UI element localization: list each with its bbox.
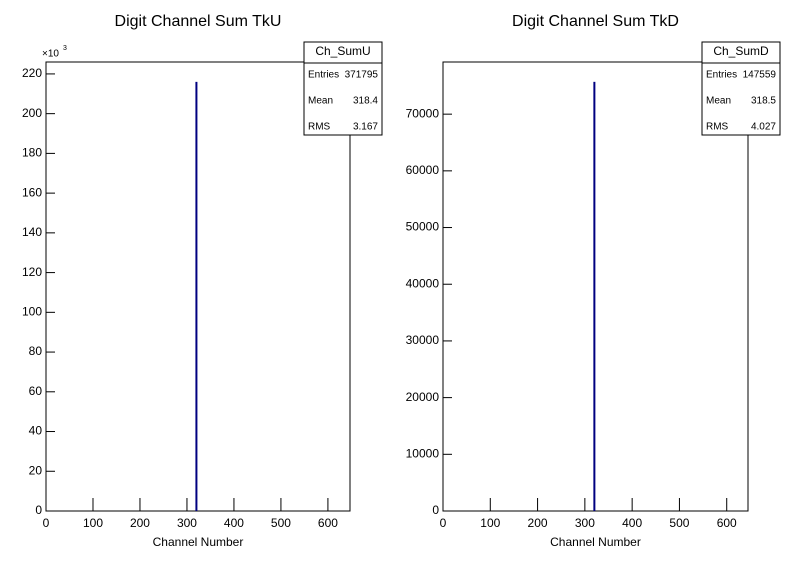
y-tick-label: 30000	[406, 333, 440, 347]
x-tick-label: 400	[622, 516, 642, 530]
stats-label: Entries	[706, 70, 737, 81]
stats-label: RMS	[706, 122, 729, 133]
x-tick-label: 600	[717, 516, 737, 530]
stats-label: Mean	[308, 96, 333, 107]
y-tick-label: 60000	[406, 163, 440, 177]
y-tick-label: 160	[22, 185, 42, 199]
y-tick-label: 20000	[406, 390, 440, 404]
frame	[45, 61, 351, 512]
y-tick-label: 20	[29, 463, 43, 477]
stats-value: 318.5	[751, 96, 776, 107]
y-tick-label: 40000	[406, 276, 440, 290]
y-tick-label: 180	[22, 146, 42, 160]
stats-value: 4.027	[751, 122, 776, 133]
stats-label: Mean	[706, 96, 731, 107]
y-tick-label: 100	[22, 304, 42, 318]
y-multiplier-exponent: 3	[63, 45, 67, 52]
y-tick-label: 50000	[406, 220, 440, 234]
stats-title: Ch_SumD	[713, 44, 769, 58]
y-tick-label: 60	[29, 384, 43, 398]
x-tick-label: 100	[83, 516, 103, 530]
y-tick-label: 70000	[406, 106, 440, 120]
frame	[442, 61, 749, 512]
x-tick-label: 500	[669, 516, 689, 530]
stats-value: 3.167	[353, 122, 378, 133]
chart-title: Digit Channel Sum TkU	[115, 13, 282, 30]
stats-value: 371795	[345, 70, 379, 81]
x-axis-label: Channel Number	[550, 535, 641, 549]
chart-title: Digit Channel Sum TkD	[512, 13, 679, 30]
stats-label: Entries	[308, 70, 339, 81]
y-tick-label: 140	[22, 225, 42, 239]
y-tick-label: 80	[29, 344, 43, 358]
y-multiplier: ×10	[42, 49, 59, 60]
x-tick-label: 300	[177, 516, 197, 530]
y-tick-label: 200	[22, 106, 42, 120]
stats-value: 318.4	[353, 96, 378, 107]
stats-box	[303, 41, 383, 136]
y-tick-label: 120	[22, 265, 42, 279]
x-tick-label: 200	[130, 516, 150, 530]
histogram-bar	[195, 81, 198, 512]
x-tick-label: 600	[318, 516, 338, 530]
x-tick-label: 300	[575, 516, 595, 530]
x-axis-label: Channel Number	[153, 535, 244, 549]
x-tick-label: 100	[480, 516, 500, 530]
y-tick-label: 220	[22, 66, 42, 80]
x-tick-label: 0	[440, 516, 447, 530]
x-tick-label: 0	[43, 516, 50, 530]
x-tick-label: 500	[271, 516, 291, 530]
stats-box	[701, 41, 781, 136]
y-tick-label: 10000	[406, 446, 440, 460]
stats-title: Ch_SumU	[315, 44, 370, 58]
x-tick-label: 200	[528, 516, 548, 530]
y-tick-label: 40	[29, 424, 43, 438]
y-tick-label: 0	[35, 503, 42, 517]
histogram-bar	[593, 81, 596, 512]
x-tick-label: 400	[224, 516, 244, 530]
y-tick-label: 0	[432, 503, 439, 517]
stats-label: RMS	[308, 122, 331, 133]
stats-value: 147559	[743, 70, 777, 81]
